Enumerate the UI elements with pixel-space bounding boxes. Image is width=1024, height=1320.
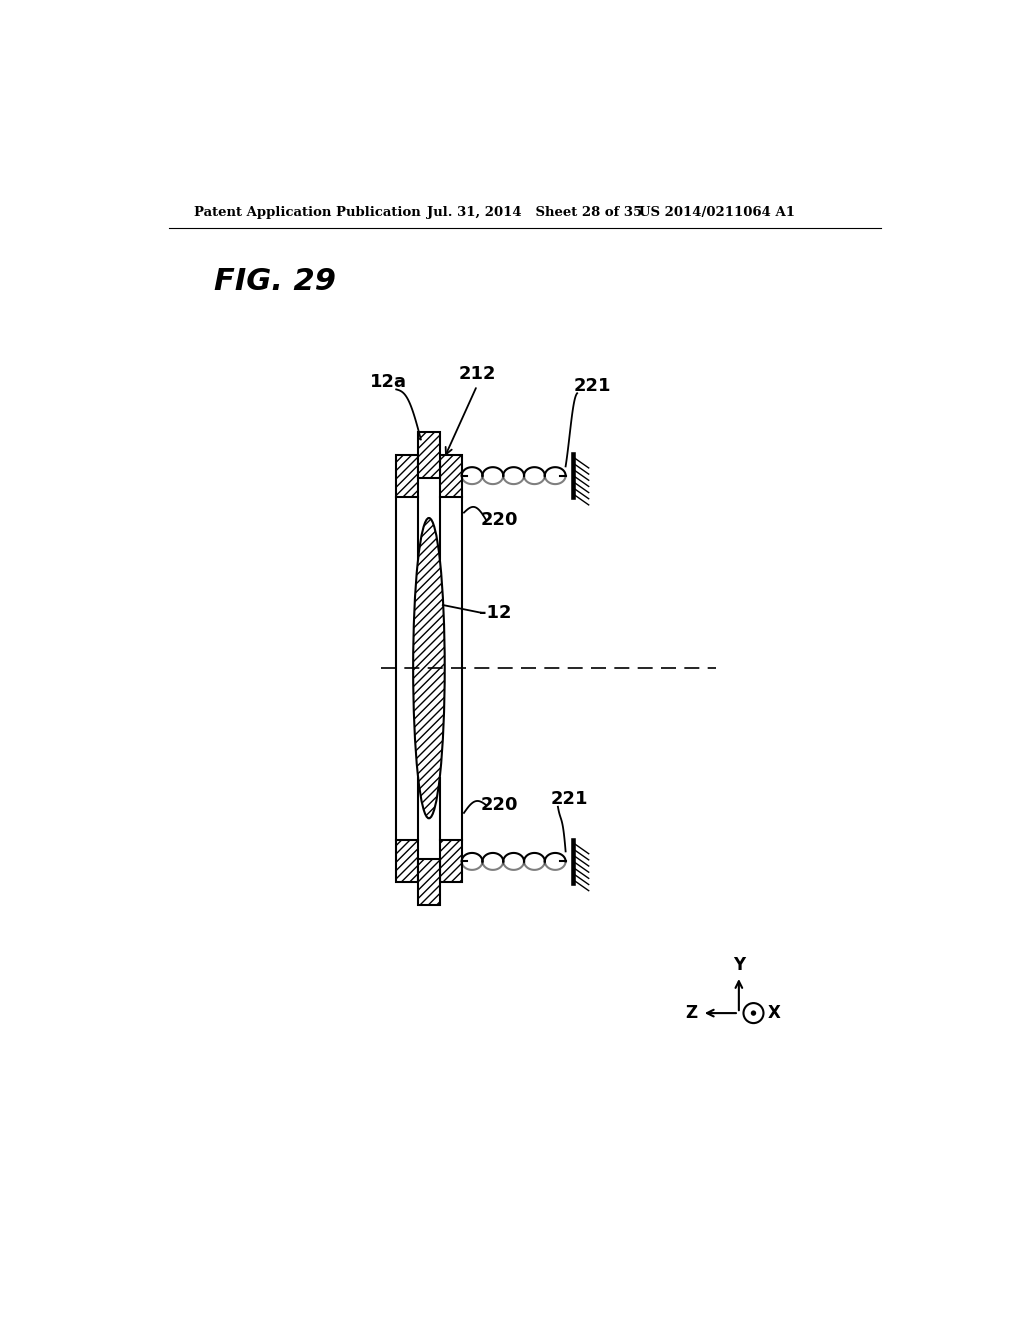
Bar [418, 859, 440, 906]
Ellipse shape [413, 517, 444, 818]
Bar [440, 840, 462, 882]
Text: 220: 220 [481, 796, 518, 814]
Bar [440, 455, 462, 498]
Bar [396, 840, 418, 882]
Text: FIG. 29: FIG. 29 [214, 267, 336, 296]
Text: 221: 221 [550, 791, 588, 808]
Text: Patent Application Publication: Patent Application Publication [194, 206, 421, 219]
Circle shape [751, 1010, 756, 1016]
Text: 220: 220 [481, 511, 518, 529]
Text: Y: Y [733, 957, 744, 974]
Text: -12: -12 [478, 603, 511, 622]
Text: X: X [767, 1005, 780, 1022]
Text: 212: 212 [459, 366, 496, 383]
Text: 221: 221 [573, 376, 610, 395]
Text: US 2014/0211064 A1: US 2014/0211064 A1 [639, 206, 795, 219]
Text: Z: Z [685, 1005, 697, 1022]
Bar [396, 455, 418, 498]
Bar [418, 432, 440, 478]
Text: Jul. 31, 2014   Sheet 28 of 35: Jul. 31, 2014 Sheet 28 of 35 [427, 206, 642, 219]
Text: 12a: 12a [370, 372, 407, 391]
